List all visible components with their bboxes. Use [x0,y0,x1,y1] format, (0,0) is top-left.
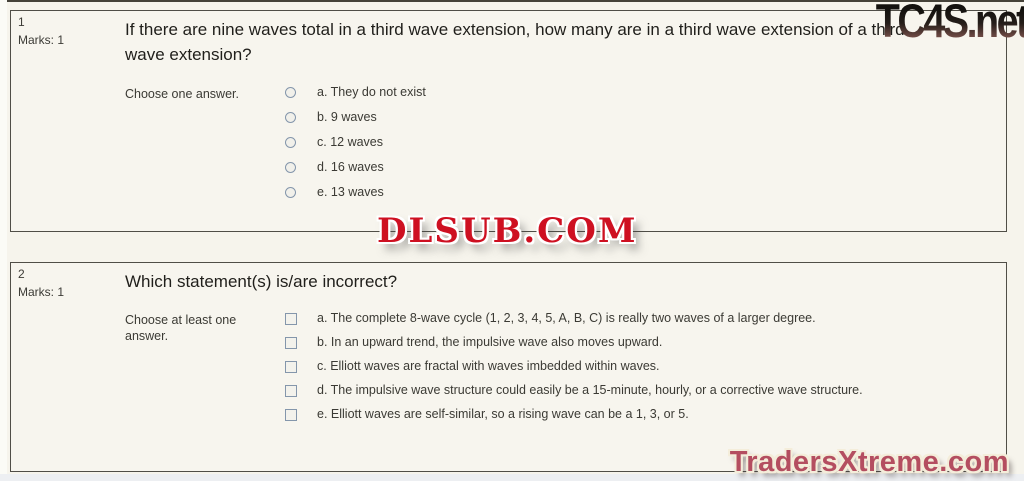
answer-option-b[interactable]: b. 9 waves [285,111,426,124]
radio-button-icon[interactable] [285,137,296,148]
answer-option-e[interactable]: e. Elliott waves are self-similar, so a … [285,408,863,421]
checkbox-icon[interactable] [285,312,297,325]
answer-prompt: Choose at least one answer. [125,313,237,343]
option-label[interactable]: a. They do not exist [317,85,426,99]
page-left-edge [0,0,7,481]
answer-option-e[interactable]: e. 13 waves [285,186,426,199]
question-marks: Marks: 1 [18,285,65,299]
option-label[interactable]: c. Elliott waves are fractal with waves … [317,359,660,373]
options-list: a. They do not exist b. 9 waves c. 12 wa… [285,86,426,199]
watermark-tc4s: TC4S.net [876,0,1024,48]
checkbox-icon[interactable] [285,360,297,373]
option-label[interactable]: c. 12 waves [317,135,384,149]
question-1-box: 1 Marks: 1 If there are nine waves total… [10,10,1007,232]
checkbox-icon[interactable] [285,384,297,397]
option-label[interactable]: e. 13 waves [317,185,384,199]
checkbox-icon[interactable] [285,336,297,349]
question-number: 1 [18,15,25,29]
page-top-edge [0,0,1024,2]
answer-option-a[interactable]: a. They do not exist [285,86,426,99]
question-title: If there are nine waves total in a third… [125,20,905,64]
answer-option-d[interactable]: d. The impulsive wave structure could ea… [285,384,863,397]
radio-button-icon[interactable] [285,162,296,173]
answer-option-d[interactable]: d. 16 waves [285,161,426,174]
question-marks: Marks: 1 [18,33,65,47]
answer-option-b[interactable]: b. In an upward trend, the impulsive wav… [285,336,863,349]
watermark-dlsub: DLSUB.COM [377,211,638,251]
radio-button-icon[interactable] [285,112,296,123]
radio-button-icon[interactable] [285,87,296,98]
option-label[interactable]: d. 16 waves [317,160,384,174]
question-number: 2 [18,267,25,281]
radio-button-icon[interactable] [285,187,296,198]
option-label[interactable]: e. Elliott waves are self-similar, so a … [317,407,689,421]
answer-option-c[interactable]: c. Elliott waves are fractal with waves … [285,360,863,373]
answer-option-c[interactable]: c. 12 waves [285,136,426,149]
option-label[interactable]: b. 9 waves [317,110,377,124]
answer-prompt: Choose one answer. [125,87,239,101]
answer-option-a[interactable]: a. The complete 8-wave cycle (1, 2, 3, 4… [285,312,863,325]
question-2-box: 2 Marks: 1 Which statement(s) is/are inc… [10,262,1007,472]
checkbox-icon[interactable] [285,408,297,421]
option-label[interactable]: d. The impulsive wave structure could ea… [317,383,863,397]
question-title: Which statement(s) is/are incorrect? [125,272,398,291]
watermark-tradersxtreme: TradersXtreme.com [729,446,1009,478]
page-bottom-edge [0,474,1024,481]
options-list: a. The complete 8-wave cycle (1, 2, 3, 4… [285,312,863,421]
option-label[interactable]: a. The complete 8-wave cycle (1, 2, 3, 4… [317,311,816,325]
option-label[interactable]: b. In an upward trend, the impulsive wav… [317,335,663,349]
